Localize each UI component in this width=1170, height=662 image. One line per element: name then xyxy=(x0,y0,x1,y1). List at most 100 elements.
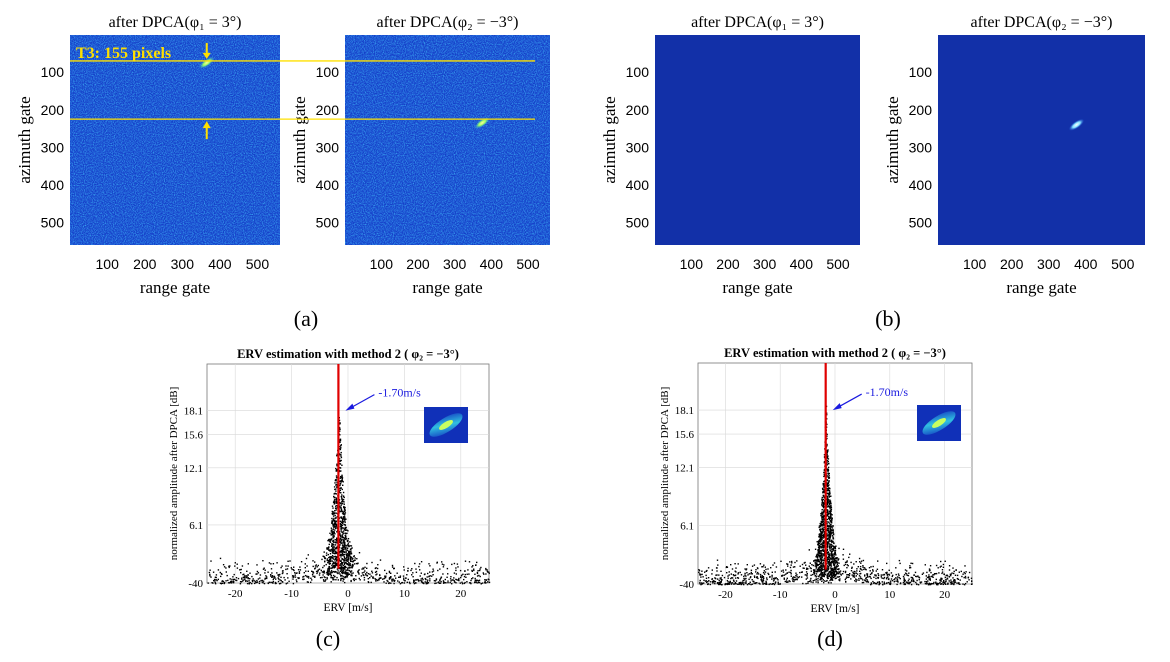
data-point xyxy=(349,552,351,554)
data-point xyxy=(832,531,834,534)
data-point xyxy=(734,583,736,585)
data-point xyxy=(827,565,829,567)
data-point xyxy=(740,583,742,586)
data-point xyxy=(348,554,350,557)
data-point xyxy=(763,573,766,575)
data-point xyxy=(741,583,744,585)
data-point xyxy=(458,578,460,581)
data-point xyxy=(341,558,343,560)
data-point xyxy=(349,573,351,575)
data-point xyxy=(474,573,476,575)
data-point xyxy=(432,570,435,572)
data-point xyxy=(437,581,439,584)
data-point xyxy=(822,504,825,507)
data-point xyxy=(334,482,336,484)
data-point xyxy=(868,575,871,578)
data-point xyxy=(330,581,332,583)
data-point xyxy=(828,537,830,539)
data-point xyxy=(340,542,342,544)
data-point xyxy=(335,488,337,490)
data-point xyxy=(823,535,825,537)
data-point xyxy=(212,582,214,584)
data-point xyxy=(321,571,323,573)
data-point xyxy=(340,556,342,558)
data-point xyxy=(832,538,835,540)
data-point xyxy=(314,565,317,567)
data-point xyxy=(350,550,352,552)
data-point xyxy=(484,579,486,581)
data-point xyxy=(331,549,334,551)
data-point xyxy=(351,573,353,575)
x-tick-label: 300 xyxy=(443,256,467,272)
data-point xyxy=(325,563,327,566)
data-point xyxy=(830,510,832,513)
up-arrow-head xyxy=(202,121,211,129)
data-point xyxy=(214,580,216,582)
data-point xyxy=(249,581,251,584)
data-point xyxy=(873,582,875,584)
data-point xyxy=(319,577,322,579)
data-point xyxy=(344,547,346,550)
data-point xyxy=(333,499,336,501)
data-point xyxy=(330,569,333,572)
y-tick-label: 12.1 xyxy=(675,463,694,475)
data-point xyxy=(831,574,833,577)
data-point xyxy=(340,510,342,512)
data-point xyxy=(761,580,764,582)
data-point xyxy=(340,530,342,532)
data-point xyxy=(837,576,840,578)
data-point xyxy=(339,570,341,572)
data-point xyxy=(342,572,344,575)
data-point xyxy=(334,561,337,563)
data-point xyxy=(929,579,931,581)
data-point xyxy=(339,560,342,562)
data-point xyxy=(801,563,804,566)
data-point xyxy=(251,579,254,582)
data-point xyxy=(340,535,342,538)
data-point xyxy=(850,570,853,572)
data-point xyxy=(341,570,343,572)
data-point xyxy=(324,576,326,579)
data-point xyxy=(354,557,356,559)
data-point xyxy=(819,528,821,531)
data-point xyxy=(899,562,901,565)
data-point xyxy=(348,562,350,564)
data-point xyxy=(343,541,345,544)
data-point xyxy=(482,572,484,574)
data-point xyxy=(737,573,739,575)
data-point xyxy=(334,500,336,503)
data-point xyxy=(823,571,825,573)
data-point xyxy=(718,574,720,576)
data-point xyxy=(331,521,333,523)
data-point xyxy=(821,577,823,579)
data-point xyxy=(460,576,462,579)
data-point xyxy=(863,567,866,569)
data-point xyxy=(860,562,862,564)
data-point xyxy=(847,576,849,579)
data-point xyxy=(475,564,477,566)
data-point xyxy=(827,500,829,502)
data-point xyxy=(365,573,367,575)
data-point xyxy=(331,566,334,568)
data-point xyxy=(344,519,346,521)
data-point xyxy=(453,577,455,579)
data-point xyxy=(763,564,765,566)
data-point xyxy=(329,573,332,576)
data-point xyxy=(347,558,349,560)
data-point xyxy=(823,496,825,499)
data-point xyxy=(344,568,346,570)
data-point xyxy=(469,582,472,584)
data-point xyxy=(807,581,809,583)
data-point xyxy=(340,445,342,447)
data-point xyxy=(846,576,848,578)
data-point xyxy=(823,531,826,533)
data-point xyxy=(247,577,249,580)
data-point xyxy=(327,569,329,571)
data-point xyxy=(829,561,831,564)
data-point xyxy=(916,575,918,578)
data-point xyxy=(886,582,888,584)
data-point xyxy=(474,581,476,583)
data-point xyxy=(330,534,332,536)
data-point xyxy=(327,547,329,549)
data-point xyxy=(314,568,316,570)
